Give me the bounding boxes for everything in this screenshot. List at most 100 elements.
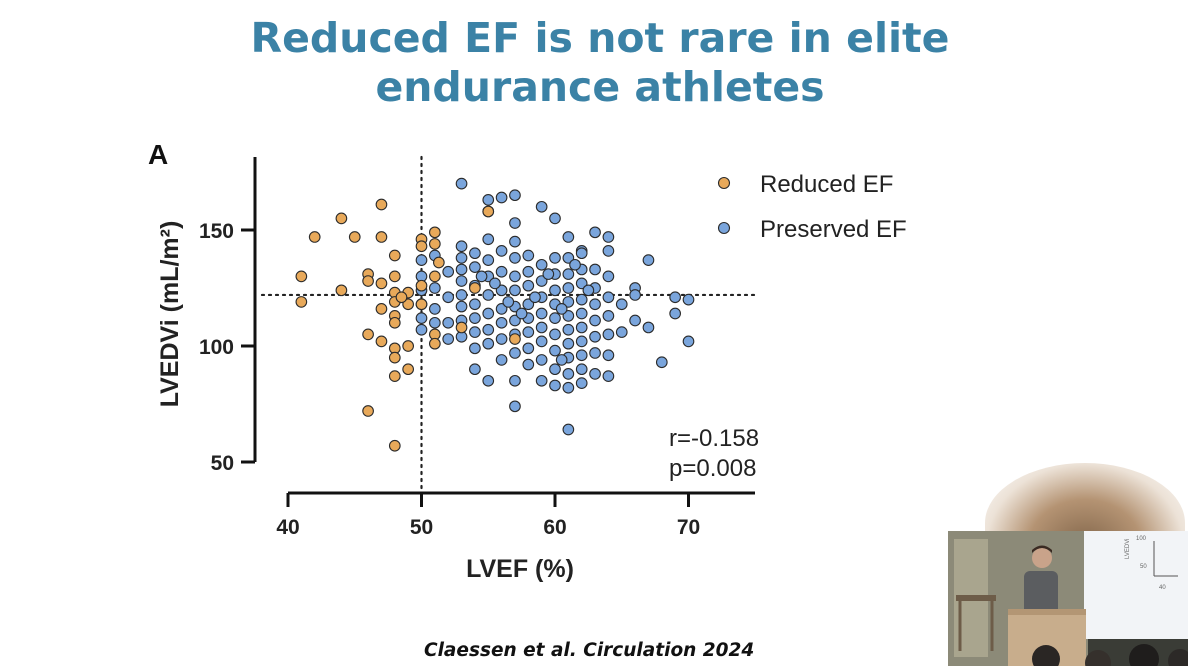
slide-title: Reduced EF is not rare in elite enduranc… <box>0 14 1200 112</box>
preserved-ef-point <box>442 265 455 278</box>
preserved-ef-point <box>549 379 561 392</box>
preserved-ef-point <box>509 189 521 202</box>
preserved-ef-point <box>515 307 528 320</box>
reduced-ef-point <box>362 405 374 417</box>
preserved-ef-point <box>469 312 481 325</box>
preserved-ef-point <box>655 356 668 369</box>
preserved-ef-point <box>549 363 561 376</box>
preserved-ef-point <box>509 235 521 248</box>
preserved-ef-point <box>469 326 481 338</box>
preserved-ef-point <box>429 316 441 329</box>
preserved-ef-point <box>469 298 481 311</box>
side-table <box>956 595 996 601</box>
preserved-ef-point <box>562 296 575 308</box>
chart-legend: Reduced EF Preserved EF <box>717 171 907 243</box>
preserved-ef-point <box>455 263 468 276</box>
preserved-ef-point <box>509 284 521 297</box>
preserved-ef-point <box>455 289 468 301</box>
preserved-ef-point <box>589 263 601 276</box>
reduced-ef-point <box>335 284 348 297</box>
legend-marker-preserved <box>717 221 731 235</box>
preserved-ef-point <box>602 370 615 383</box>
preserved-ef-point <box>415 254 428 267</box>
preserved-ef-point <box>575 277 588 290</box>
reduced-ef-point <box>388 351 401 364</box>
preserved-ef-point <box>642 321 655 334</box>
preserved-ef-point <box>522 265 535 278</box>
preserved-ef-point <box>562 423 575 436</box>
y-tick-label-50: 50 <box>211 452 234 475</box>
reduced-ef-point <box>415 298 428 311</box>
preserved-ef-point <box>509 251 521 264</box>
preserved-ef-point <box>549 284 561 297</box>
preserved-ef-point <box>455 275 468 287</box>
preserved-ef-point <box>495 265 508 278</box>
preserved-ef-point <box>562 231 575 243</box>
preserved-ef-point <box>562 309 575 322</box>
preserved-ef-point <box>482 307 495 320</box>
preserved-ef-point <box>575 321 588 334</box>
reduced-ef-point <box>429 337 441 350</box>
preserved-ef-point <box>575 247 588 260</box>
reduced-ef-point <box>295 296 308 308</box>
panel-label: A <box>148 139 168 170</box>
preserved-ef-point <box>509 347 521 359</box>
preserved-ef-point <box>562 323 575 336</box>
reduced-ef-point <box>415 279 428 292</box>
reduced-ef-point <box>455 321 468 334</box>
preserved-ef-point <box>669 291 682 304</box>
preserved-ef-point <box>562 282 575 294</box>
legend-label-preserved: Preserved EF <box>760 216 907 243</box>
preserved-ef-point <box>529 291 541 304</box>
preserved-ef-point <box>415 312 428 325</box>
reduced-ef-point <box>388 439 401 452</box>
audience-head-4 <box>1168 649 1188 666</box>
preserved-ef-point <box>535 321 548 334</box>
preserved-ef-point <box>535 275 548 287</box>
preserved-ef-point <box>602 309 615 322</box>
preserved-ef-point <box>542 268 555 280</box>
preserved-ef-point <box>509 270 521 283</box>
mini-tick-100: 100 <box>1136 536 1147 542</box>
reduced-ef-point <box>402 363 415 376</box>
preserved-ef-point <box>602 245 615 257</box>
preserved-ef-point <box>549 251 561 264</box>
preserved-ef-point <box>535 200 548 213</box>
preserved-ef-point <box>629 314 641 327</box>
preserved-ef-point <box>575 377 588 389</box>
preserved-ef-point <box>442 291 455 304</box>
preserved-ef-point <box>469 363 481 376</box>
preserved-ef-point <box>502 296 515 308</box>
chart-axes: 50 100 150 40 50 60 70 <box>199 157 755 539</box>
preserved-ef-point <box>535 335 548 348</box>
preserved-ef-point <box>482 374 495 387</box>
preserved-ef-point <box>535 307 548 320</box>
reduced-ef-point <box>388 249 401 262</box>
mini-tick-50: 50 <box>1140 564 1147 570</box>
preserved-ef-point <box>482 337 495 350</box>
slide-title-line-1: Reduced EF is not rare in elite <box>250 14 950 62</box>
stat-r: r=-0.158 <box>669 425 759 452</box>
preserved-ef-point <box>555 354 568 366</box>
stat-p: p=0.008 <box>669 455 756 482</box>
legend-label-reduced: Reduced EF <box>760 171 893 198</box>
preserved-ef-point <box>482 193 495 206</box>
preserved-ef-point <box>469 342 481 355</box>
preserved-ef-point <box>509 374 521 387</box>
reduced-ef-point <box>308 231 321 243</box>
preserved-ef-point <box>522 342 535 355</box>
preserved-ef-point <box>509 217 521 229</box>
preserved-ef-point <box>522 298 535 311</box>
preserved-ef-point <box>442 316 455 329</box>
reduced-ef-point <box>348 231 361 243</box>
preserved-ef-point <box>562 337 575 350</box>
preserved-ef-point <box>475 270 488 283</box>
preserved-ef-point <box>682 335 695 348</box>
preserved-ef-point <box>509 400 521 413</box>
preserved-ef-point <box>522 279 535 292</box>
y-tick-label-100: 100 <box>199 336 234 359</box>
reference-lines <box>260 155 757 492</box>
citation: Claessen et al. Circulation 2024 <box>424 640 755 661</box>
reduced-ef-point <box>362 275 374 287</box>
reduced-ef-point <box>482 205 495 218</box>
